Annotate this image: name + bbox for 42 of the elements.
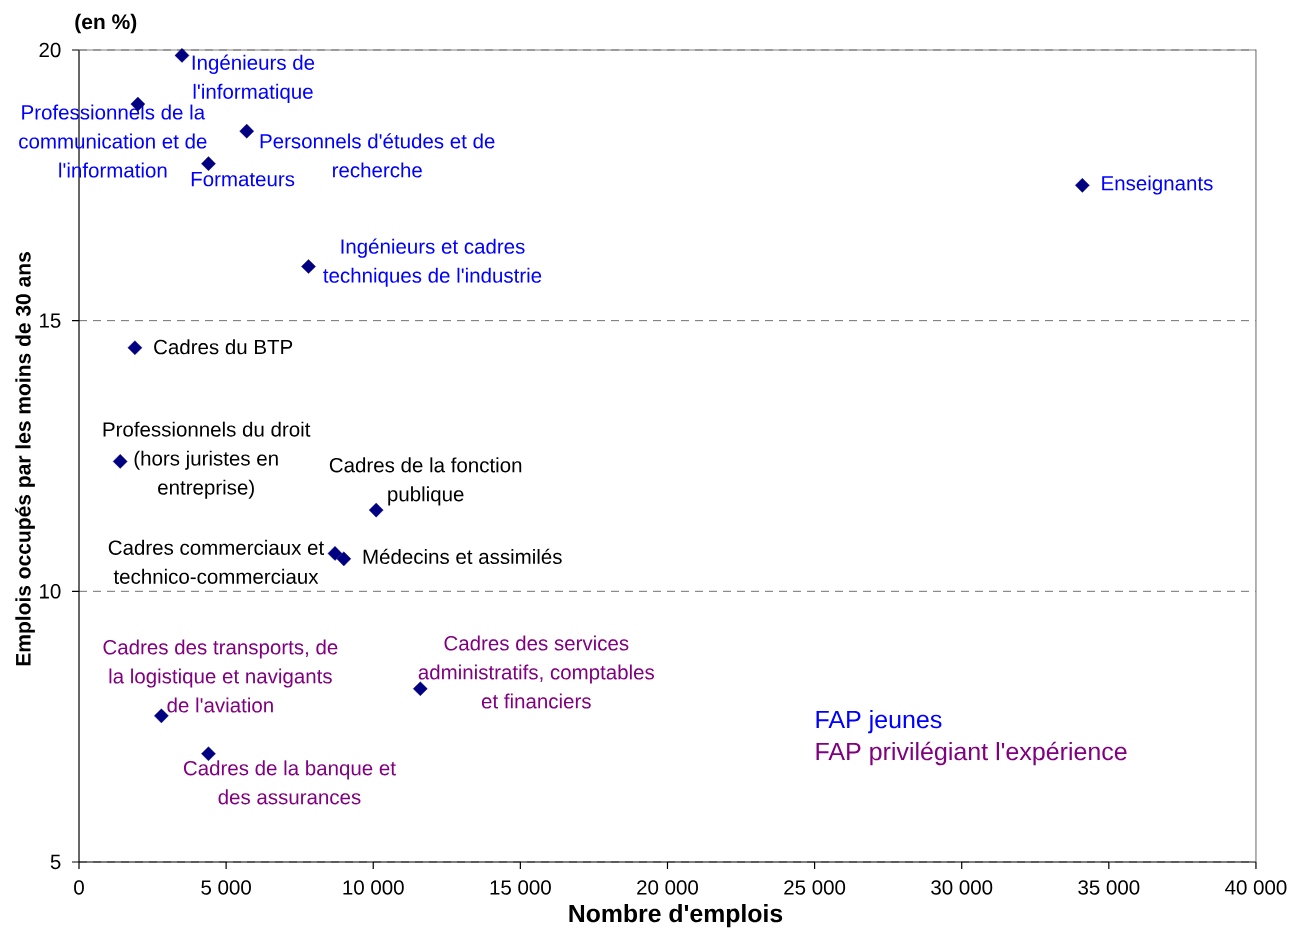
annotation: Cadres des transports, de la logistique et navigants de l'aviation bbox=[103, 639, 338, 713]
annotation: Médecins et assimilés bbox=[363, 548, 562, 565]
annotation: Cadres de la fonction publique bbox=[329, 457, 522, 506]
x-tick-label: 15 000 bbox=[490, 880, 551, 895]
point bbox=[239, 123, 254, 139]
point bbox=[201, 746, 216, 761]
point bbox=[336, 551, 352, 567]
text: (en %) bbox=[75, 13, 137, 34]
annotation: Cadres du BTP bbox=[154, 339, 293, 355]
point bbox=[174, 48, 190, 63]
annotation: Enseignants bbox=[1102, 175, 1213, 195]
point bbox=[1075, 178, 1090, 193]
y-tick-label: 20 bbox=[39, 42, 61, 58]
text: FAP privilégiant l'expérience bbox=[816, 741, 1127, 766]
point bbox=[201, 156, 216, 171]
point bbox=[127, 340, 143, 355]
x-tick-label: 35 000 bbox=[1078, 880, 1140, 895]
x-tick-label: 10 000 bbox=[343, 880, 404, 895]
annotation: Cadres de la banque et des assurances bbox=[183, 760, 396, 805]
point bbox=[327, 546, 343, 561]
annotation: Professionnels du droit (hors juristes en entreprise) bbox=[103, 421, 311, 499]
point bbox=[112, 454, 128, 469]
point bbox=[368, 502, 384, 518]
y-tick-label: 10 bbox=[40, 584, 61, 599]
y-tick-label: 15 bbox=[40, 313, 61, 328]
x-tick-label: 5 000 bbox=[201, 880, 251, 895]
annotation: Ingénieurs et cadres techniques de l'industrie bbox=[323, 238, 542, 287]
x-tick-label: 0 bbox=[74, 880, 84, 895]
y-tick-label: 5 bbox=[50, 854, 61, 870]
x-tick-label: 25 000 bbox=[784, 880, 846, 895]
point bbox=[154, 708, 169, 724]
x-tick-label: 40 000 bbox=[1225, 880, 1287, 895]
x-tick-label: 20 000 bbox=[637, 880, 698, 895]
point bbox=[301, 259, 316, 274]
annotation: Cadres commerciaux et technico-commerciaux bbox=[108, 539, 325, 584]
text: FAP jeunes bbox=[816, 709, 942, 734]
point bbox=[413, 681, 428, 697]
x-axis-title: Nombre d'emplois bbox=[569, 904, 783, 928]
x-tick-label: 30 000 bbox=[931, 880, 993, 895]
annotation: Cadres des services administratifs, comptables et financiers bbox=[418, 635, 655, 709]
annotation: Ingénieurs de l'informatique bbox=[192, 54, 315, 103]
y-axis-title: Emplois occupés par les moins de 30 ans bbox=[15, 252, 35, 666]
